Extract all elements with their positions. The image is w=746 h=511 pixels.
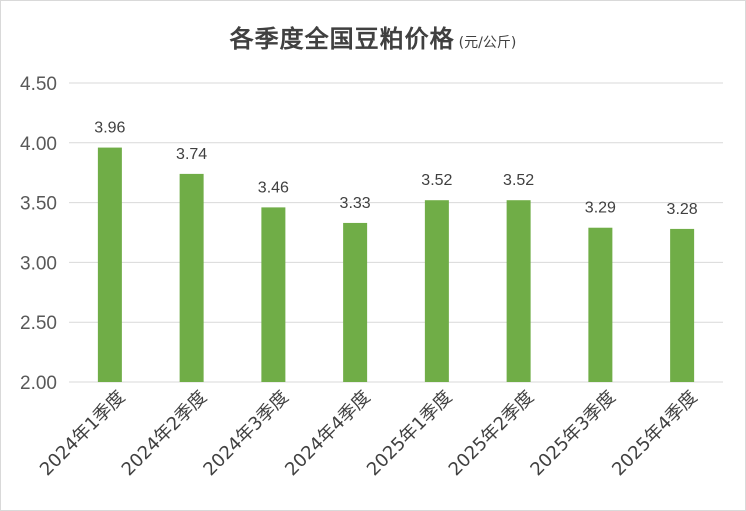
data-label: 3.46 — [258, 179, 289, 196]
data-label: 3.52 — [503, 172, 534, 189]
bar — [506, 200, 531, 382]
y-tick-label: 2.50 — [20, 313, 57, 334]
bar — [179, 173, 204, 382]
data-label: 3.33 — [340, 195, 371, 212]
gridlines — [69, 82, 723, 383]
bar — [343, 222, 368, 382]
bar — [424, 200, 449, 382]
x-tick-label: 2025年3季度 — [526, 387, 620, 481]
x-tick-label: 2024年4季度 — [281, 387, 375, 481]
bar — [670, 228, 695, 382]
x-tick-label: 2024年1季度 — [36, 387, 130, 481]
y-tick-label: 4.00 — [20, 134, 57, 155]
x-tick-label: 2024年3季度 — [199, 387, 293, 481]
chart-title-text: 各季度全国豆粕价格 — [229, 25, 455, 53]
chart-title: 各季度全国豆粕价格 (元/公斤) — [1, 19, 745, 54]
x-axis-categories: 2024年1季度2024年2季度2024年3季度2024年4季度2025年1季度… — [36, 387, 702, 481]
data-label: 3.28 — [667, 201, 698, 218]
data-label: 3.29 — [585, 200, 616, 217]
y-tick-label: 2.00 — [20, 373, 57, 394]
data-labels: 3.96 3.74 3.46 3.33 3.52 3.52 3.29 3.28 — [94, 120, 697, 218]
data-label: 3.96 — [94, 120, 125, 137]
y-tick-label: 4.50 — [20, 74, 57, 95]
x-tick-label: 2024年2季度 — [118, 387, 212, 481]
data-label: 3.52 — [421, 172, 452, 189]
x-tick-label: 2025年2季度 — [445, 387, 539, 481]
data-label: 3.74 — [176, 146, 207, 163]
bar — [588, 227, 613, 382]
x-tick-label: 2025年1季度 — [363, 387, 457, 481]
bar — [97, 147, 122, 382]
y-tick-label: 3.50 — [20, 194, 57, 215]
y-tick-label: 3.00 — [20, 253, 57, 274]
chart-title-unit: (元/公斤) — [458, 35, 517, 51]
bars — [97, 147, 695, 382]
y-axis-ticks: 2.00 2.50 3.00 3.50 4.00 4.50 — [20, 74, 57, 394]
bar — [261, 207, 286, 382]
x-tick-label: 2025年4季度 — [608, 387, 702, 481]
